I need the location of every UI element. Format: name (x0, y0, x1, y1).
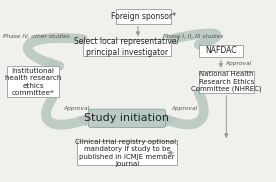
FancyBboxPatch shape (88, 109, 166, 127)
Text: Select local representative/
principal investigator: Select local representative/ principal i… (75, 37, 179, 57)
FancyBboxPatch shape (199, 45, 243, 57)
FancyBboxPatch shape (77, 141, 177, 165)
Polygon shape (46, 59, 59, 68)
Text: Foreign sponsor*: Foreign sponsor* (111, 12, 176, 21)
Text: Phase I, II, III studies: Phase I, II, III studies (163, 34, 223, 39)
FancyBboxPatch shape (199, 71, 254, 93)
FancyBboxPatch shape (7, 66, 59, 97)
Text: Clinical trial registry optional;
mandatory if study to be
published in ICMJE me: Clinical trial registry optional; mandat… (75, 139, 179, 167)
Text: Phase IV, other studies: Phase IV, other studies (3, 34, 70, 39)
Text: Approval: Approval (63, 106, 90, 111)
Text: National Health
Research Ethics
Committee (NHREC): National Health Research Ethics Committe… (191, 71, 262, 92)
Polygon shape (163, 118, 176, 126)
FancyBboxPatch shape (116, 9, 171, 24)
Text: Approval: Approval (171, 106, 197, 111)
Polygon shape (199, 37, 212, 46)
Text: Approval: Approval (225, 61, 251, 66)
FancyBboxPatch shape (83, 39, 171, 56)
Text: Institutional
health research
ethics
committee*: Institutional health research ethics com… (5, 68, 61, 96)
Polygon shape (78, 117, 91, 126)
Text: NAFDAC: NAFDAC (205, 46, 237, 56)
Text: Study initiation: Study initiation (84, 113, 169, 123)
